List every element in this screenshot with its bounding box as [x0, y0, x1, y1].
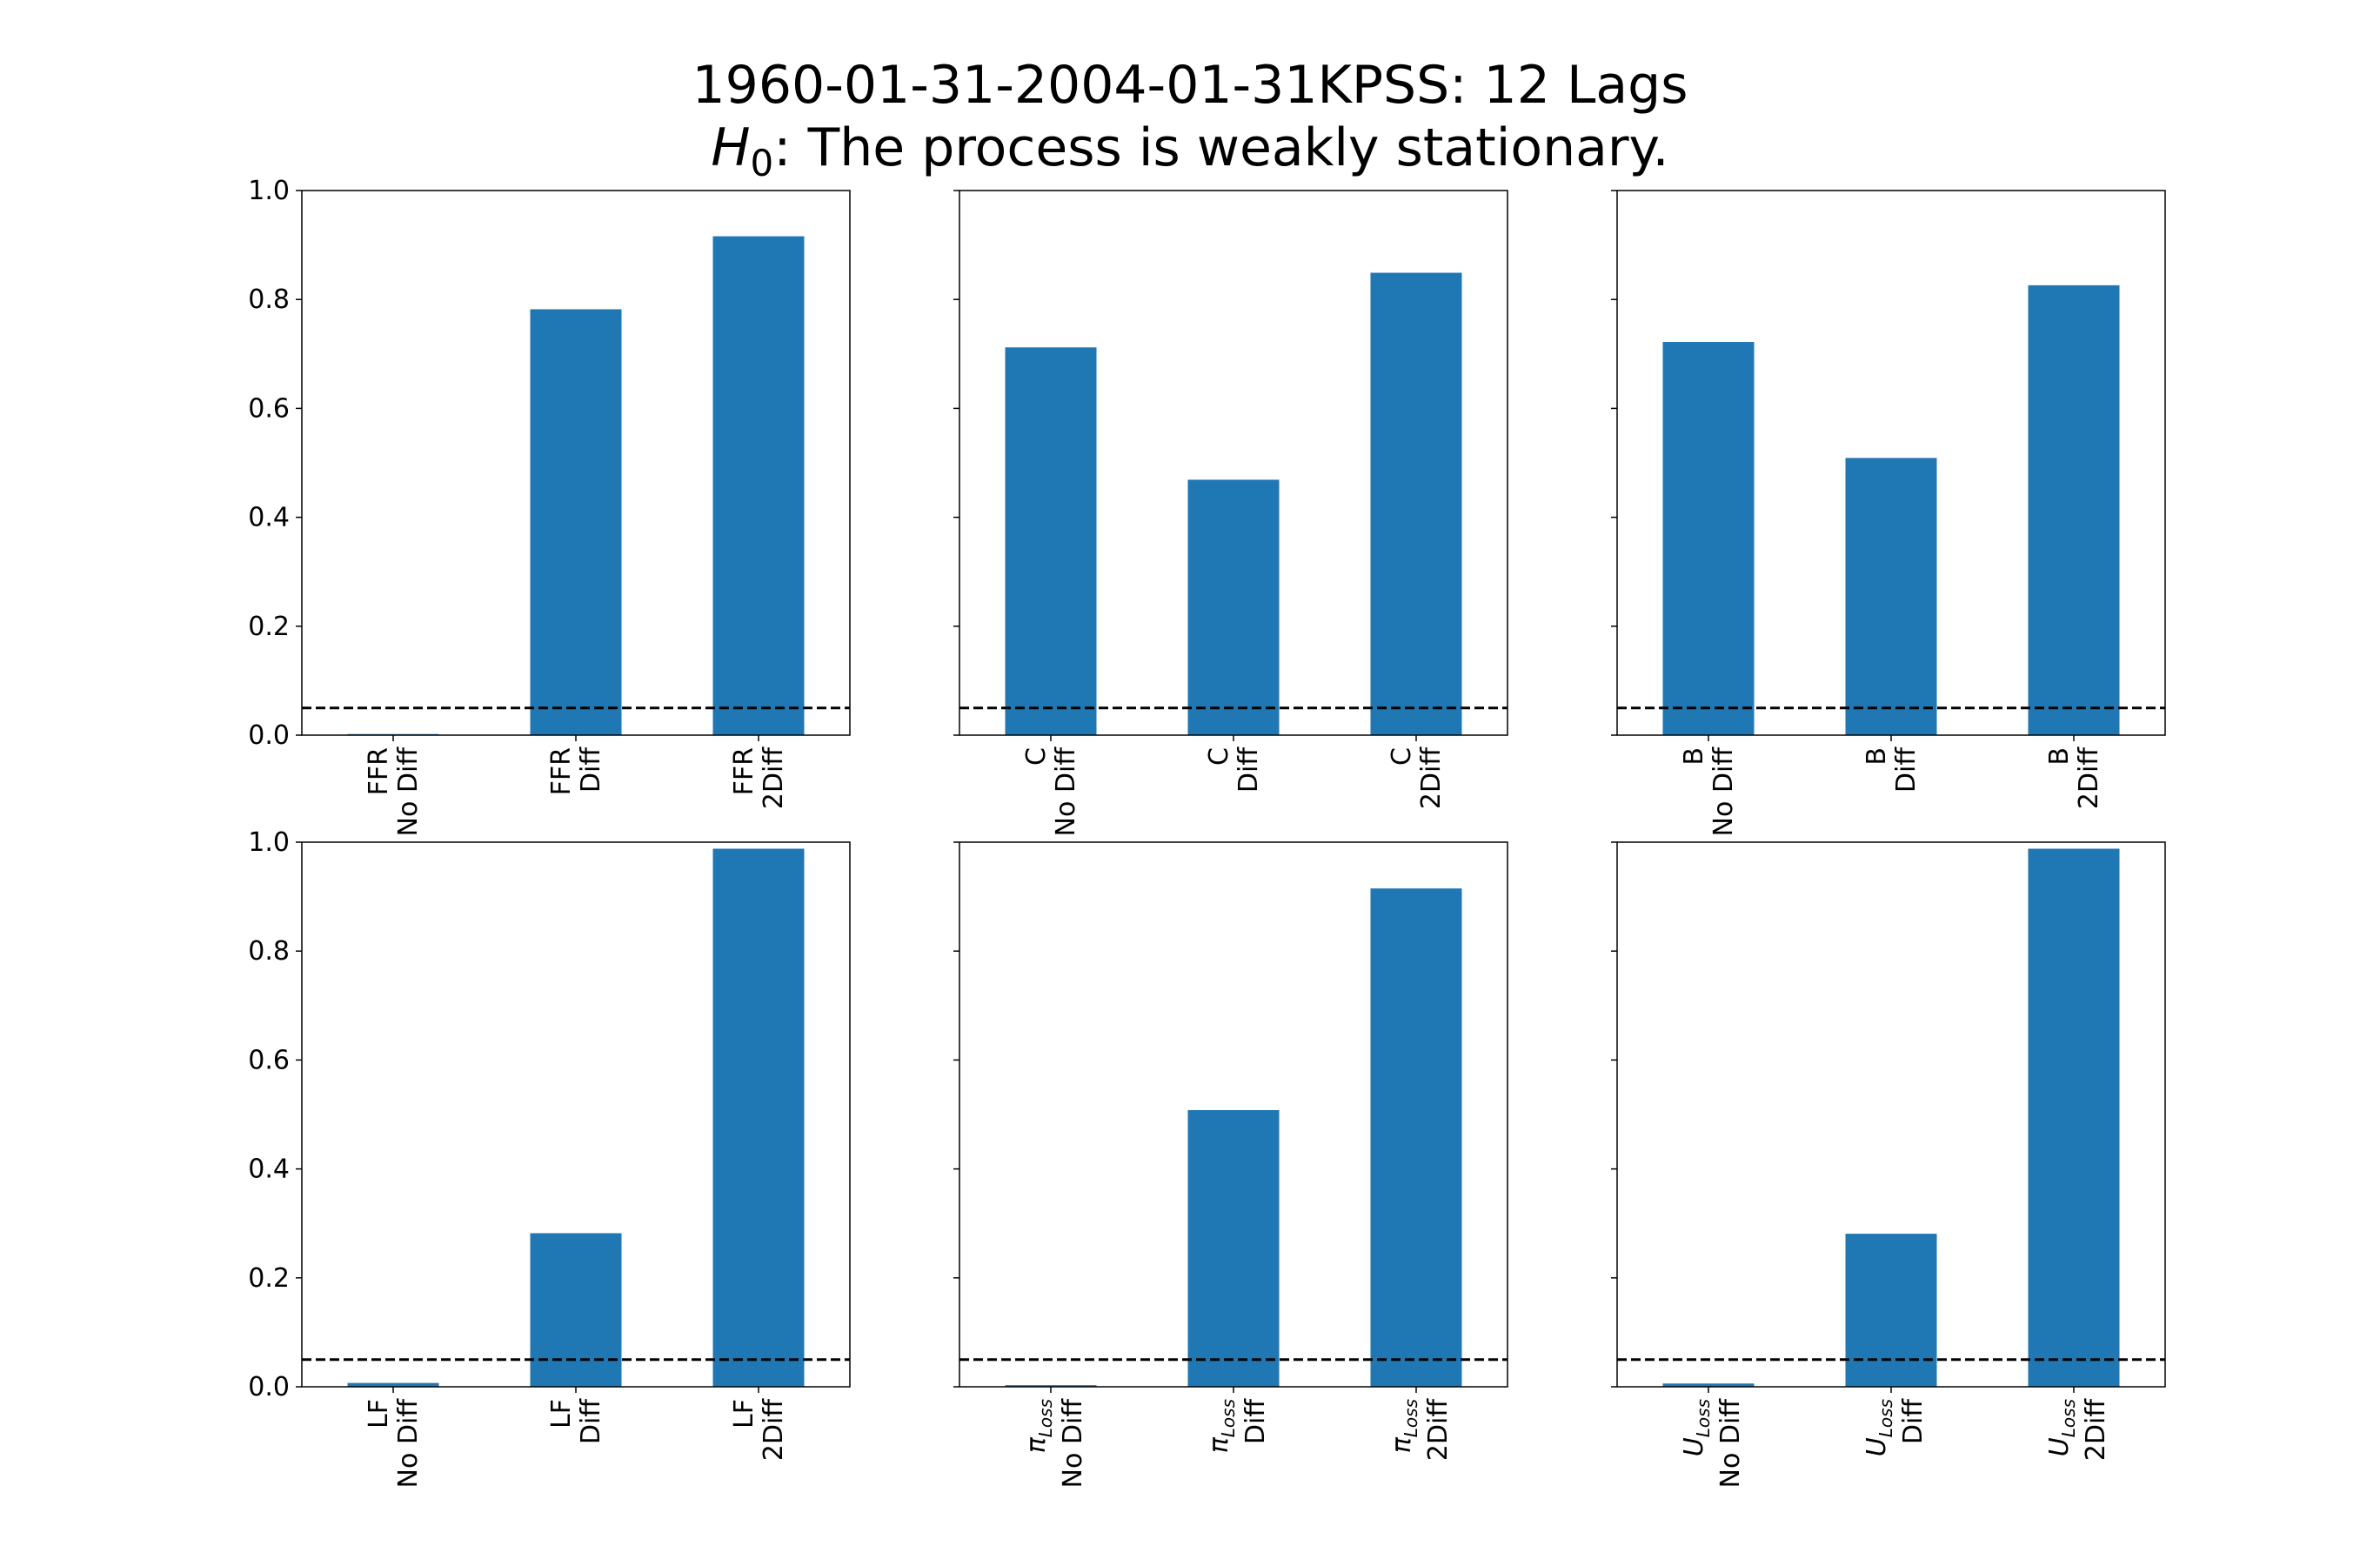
y-tick-label: 0.8 [248, 936, 290, 967]
subtitle-var: H [711, 117, 750, 178]
x-tick-label: FFRDiff [546, 746, 606, 796]
subplot-6: ULossNo Diff ULossDiff ULoss2Diff [1611, 841, 2166, 1489]
subplot-4: 0.0 0.2 0.4 0.6 0.8 1.0 LFNo Diff LFDiff LF2Diff [248, 827, 851, 1489]
x-tick-label: LFDiff [546, 1398, 606, 1444]
y-tick-label: 0.0 [248, 720, 290, 751]
y-tick-label: 0.4 [248, 503, 290, 533]
chart-subtitle: H0: The process is weakly stationary. [711, 117, 1668, 184]
y-tick-label: 1.0 [248, 827, 290, 858]
subplot-2: CNo Diff CDiff C2Diff [953, 190, 1508, 837]
y-tick-label: 0.4 [248, 1154, 290, 1185]
bar [1187, 479, 1280, 735]
bar [1845, 1234, 1937, 1387]
bar [347, 1382, 439, 1387]
subplot-grid: 0.0 0.2 0.4 0.6 0.8 1.0 FFRNo Diff FFRDiff FFR2D… [248, 176, 2166, 1489]
subplot-5: πLossNo Diff πLossDiff πLoss2Diff [953, 841, 1508, 1489]
x-tick-label: LF2Diff [729, 1398, 789, 1462]
x-tick-label: BDiff [1862, 746, 1922, 793]
subplot-1: 0.0 0.2 0.4 0.6 0.8 1.0 FFRNo Diff FFRDiff FFR2D… [248, 176, 851, 837]
x-tick-label: ULoss2Diff [2044, 1398, 2111, 1462]
bar [1662, 342, 1755, 735]
bar [712, 848, 805, 1387]
bar [1370, 888, 1462, 1387]
subtitle-sub: 0 [751, 142, 774, 184]
x-tick-label: πLoss2Diff [1387, 1398, 1454, 1462]
chart-title: 1960-01-31-2004-01-31KPSS: 12 Lags [692, 55, 1688, 116]
y-tick-label: 1.0 [248, 176, 290, 206]
y-tick-label: 0.2 [248, 612, 290, 642]
bar [1187, 1109, 1280, 1387]
x-tick-label: πLossDiff [1204, 1398, 1271, 1454]
x-tick-label: FFRNo Diff [364, 746, 424, 837]
y-tick-label: 0.2 [248, 1263, 290, 1294]
y-tick-label: 0.8 [248, 284, 290, 315]
subtitle-text: : The process is weakly stationary. [773, 117, 1668, 178]
x-tick-label: LFNo Diff [364, 1398, 424, 1489]
bar [712, 236, 805, 736]
x-tick-label: ULossDiff [1862, 1398, 1929, 1457]
x-tick-label: C2Diff [1387, 746, 1447, 810]
bar [2028, 848, 2120, 1387]
x-tick-label: πLossNo Diff [1021, 1398, 1088, 1489]
x-tick-label: CNo Diff [1021, 746, 1081, 837]
bar [2028, 284, 2120, 735]
bar [530, 1233, 622, 1387]
bar [1662, 1383, 1755, 1387]
x-tick-label: BNo Diff [1679, 746, 1739, 837]
subplot-3: BNo Diff BDiff B2Diff [1611, 190, 2166, 837]
x-tick-label: B2Diff [2044, 746, 2104, 810]
x-tick-label: FFR2Diff [729, 746, 789, 810]
y-tick-label: 0.0 [248, 1372, 290, 1402]
bar [1845, 458, 1937, 735]
y-tick-label: 0.6 [248, 1045, 290, 1075]
bar [1005, 1385, 1097, 1387]
x-tick-label: ULossNo Diff [1679, 1398, 1746, 1489]
bar [1370, 272, 1462, 735]
y-tick-label: 0.6 [248, 393, 290, 424]
bar [530, 309, 622, 735]
x-tick-label: CDiff [1204, 746, 1264, 793]
bar [1005, 347, 1097, 735]
